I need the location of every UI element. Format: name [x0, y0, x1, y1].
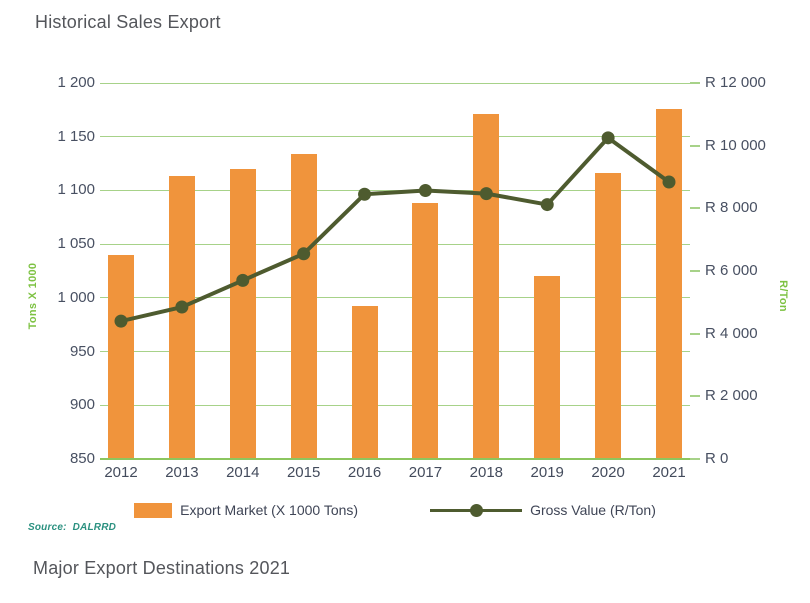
- right-axis-tick-0: [690, 458, 700, 460]
- x-label-2014: 2014: [226, 464, 260, 481]
- left-tick-label-1050: 1 050: [57, 235, 95, 253]
- right-axis-tick-12000: [690, 82, 700, 84]
- bar-2014: [229, 168, 256, 459]
- line-marker-2012: [114, 314, 128, 328]
- x-label-2018: 2018: [469, 464, 504, 481]
- line-marker-2021: [662, 175, 676, 189]
- gridline-1000: [100, 297, 690, 299]
- left-axis-title: Tons X 1000: [27, 262, 39, 330]
- gridline-1200: [100, 82, 690, 84]
- right-axis-tick-10000: [690, 144, 700, 147]
- x-label-2013: 2013: [165, 464, 199, 481]
- bar-2019: [534, 276, 561, 459]
- right-tick-label-6000: R 6 000: [705, 262, 758, 279]
- x-label-2017: 2017: [408, 464, 443, 481]
- right-tick-label-0: R 0: [705, 450, 729, 467]
- left-tick-label-900: 900: [69, 396, 95, 414]
- chart-legend: Export Market (X 1000 Tons) Gross Value …: [100, 502, 690, 518]
- bar-2020: [595, 173, 622, 459]
- chart-title: Historical Sales Export: [35, 12, 221, 32]
- legend-item-gross-value: Gross Value (R/Ton): [430, 502, 656, 518]
- x-label-2012: 2012: [104, 464, 138, 481]
- legend-bar-label: Export Market (X 1000 Tons): [180, 502, 359, 518]
- line-marker-2015: [297, 247, 311, 261]
- right-axis-title: R/Ton: [777, 280, 789, 312]
- right-tick-label-8000: R 8 000: [705, 199, 758, 217]
- right-axis-tick-4000: [690, 332, 700, 335]
- left-tick-label-850: 850: [69, 450, 95, 467]
- bar-2018: [473, 114, 500, 459]
- line-marker-swatch-icon: [430, 503, 523, 518]
- plot-area: [100, 82, 700, 460]
- right-tick-label-4000: R 4 000: [705, 324, 758, 342]
- x-axis-baseline: [100, 458, 690, 460]
- bar-2015: [290, 153, 317, 459]
- gridline-950: [100, 351, 690, 353]
- left-tick-label-1150: 1 150: [57, 127, 95, 145]
- left-tick-label-950: 950: [69, 342, 95, 360]
- x-label-2021: 2021: [652, 464, 686, 481]
- right-axis-tick-6000: [690, 270, 700, 272]
- x-label-2016: 2016: [347, 464, 382, 481]
- bar-2016: [351, 306, 378, 459]
- line-marker-2017: [418, 183, 432, 197]
- x-label-2020: 2020: [591, 464, 625, 481]
- line-marker-2016: [358, 187, 372, 201]
- bar-2013: [168, 176, 195, 459]
- right-axis-tick-2000: [690, 395, 700, 398]
- x-label-2015: 2015: [286, 464, 321, 481]
- bar-2012: [108, 254, 134, 459]
- right-tick-label-10000: R 10 000: [705, 136, 766, 154]
- right-tick-label-12000: R 12 000: [705, 74, 766, 91]
- line-marker-2013: [175, 300, 189, 314]
- gross-value-line-series: [114, 131, 676, 328]
- line-path: [120, 135, 671, 324]
- section2-heading: Major Export Destinations 2021: [33, 558, 291, 578]
- bar-2017: [412, 203, 439, 459]
- left-tick-label-1200: 1 200: [57, 74, 95, 91]
- legend-item-export-market: Export Market (X 1000 Tons): [134, 502, 358, 518]
- gridline-1150: [100, 136, 690, 138]
- bar-swatch-icon: [134, 502, 173, 518]
- legend-line-label: Gross Value (R/Ton): [530, 502, 656, 518]
- line-marker-2019: [540, 198, 554, 212]
- right-tick-label-2000: R 2 000: [705, 387, 758, 405]
- line-marker-2014: [236, 273, 250, 287]
- left-tick-label-1000: 1 000: [57, 288, 95, 306]
- source-note: Source: DALRRD: [28, 522, 116, 533]
- right-axis-tick-8000: [690, 207, 700, 210]
- left-tick-label-1100: 1 100: [57, 181, 95, 199]
- source-label: Source:: [28, 522, 67, 533]
- line-marker-2018: [479, 187, 493, 201]
- bar-2021: [656, 108, 682, 459]
- gridline-900: [100, 404, 690, 406]
- x-label-2019: 2019: [530, 464, 564, 481]
- source-value: DALRRD: [72, 522, 117, 533]
- line-marker-2020: [601, 131, 615, 145]
- gridline-1050: [100, 243, 690, 245]
